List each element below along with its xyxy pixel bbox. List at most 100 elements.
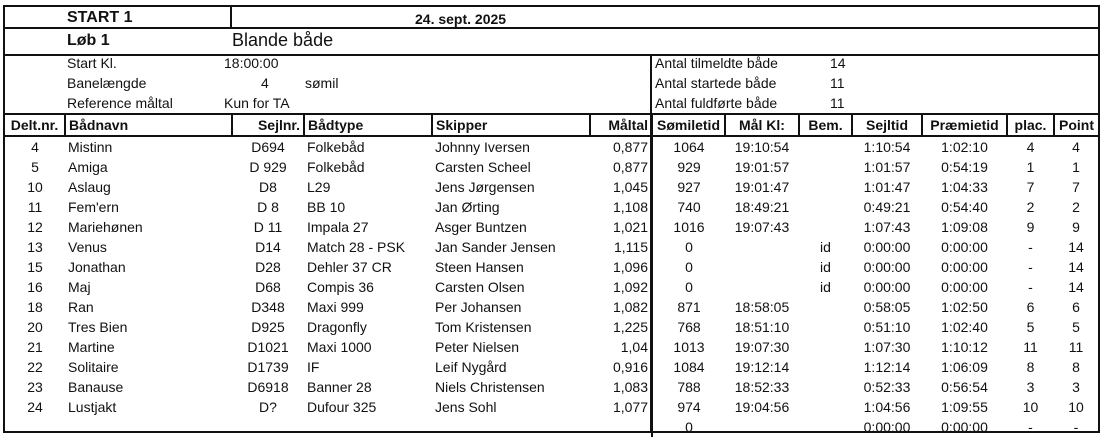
cell-skipper: Per Johansen (435, 299, 522, 315)
cell-corrected-time: 0:00:00 (941, 239, 988, 255)
cell-skipper: Tom Kristensen (435, 319, 532, 335)
cell-remark (799, 377, 852, 397)
cell-sail-no: D694 (251, 139, 285, 155)
col-mile-time: Sømiletid (651, 113, 725, 137)
cell-delt: 22 (27, 359, 43, 375)
cell-points: 1 (1072, 159, 1080, 175)
cell-points: 4 (1072, 139, 1080, 155)
cell-corrected-time: 1:04:33 (941, 179, 988, 195)
cell-boat-type: Dufour 325 (307, 399, 377, 415)
cell-delt: 21 (27, 339, 43, 355)
cell-rating: 1,083 (612, 379, 648, 395)
cell-corrected-time: 1:02:10 (941, 139, 988, 155)
cell-corrected-time: 0:00:00 (941, 279, 988, 295)
cell-sail-no: D8 (259, 179, 277, 195)
cell-sail-no: D 929 (249, 159, 287, 175)
cell-finish-time: 19:07:30 (734, 339, 790, 355)
course-length-unit: sømil (305, 75, 339, 91)
course-length-label: Banelængde (67, 75, 147, 91)
cell-boat-type: Maxi 999 (307, 299, 364, 315)
cell-points: - (1073, 419, 1079, 435)
table-row: 22 Solitaire D1739 IF Leif Nygård 0,916 1084 19… (5, 357, 1098, 377)
cell-boat-name (65, 417, 232, 437)
cell-points: 11 (1068, 339, 1084, 355)
cell-skipper: Carsten Olsen (435, 279, 525, 295)
cell-boat-type: Dragonfly (307, 319, 367, 335)
cell-sail-no: D28 (255, 259, 281, 275)
table-row: 5 Amiga D 929 Folkebåd Carsten Scheel 0,877 92… (5, 157, 1098, 177)
cell-delt: 5 (31, 159, 39, 175)
cell-mile-time: 1084 (651, 357, 725, 377)
cell-rating: 1,225 (612, 319, 648, 335)
cell-delt: 20 (27, 319, 43, 335)
cell-sail-no: D? (259, 399, 277, 415)
cell-remark: id (820, 279, 831, 295)
cell-boat-name: Aslaug (68, 179, 111, 195)
cell-delt: 18 (27, 299, 43, 315)
cell-corrected-time: 1:02:40 (941, 319, 988, 335)
cell-remark (799, 397, 852, 417)
cell-rating: 1,096 (612, 259, 648, 275)
cell-mile-time: 768 (651, 317, 725, 337)
cell-remark (799, 217, 852, 237)
col-skipper: Skipper (431, 113, 590, 137)
cell-boat-type: Folkebåd (307, 159, 365, 175)
cell-delt: 10 (27, 179, 43, 195)
cell-sail-time: 0:00:00 (863, 239, 911, 255)
cell-boat-type: L29 (307, 179, 331, 195)
table-row: 0 0:00:00 0:00:00 - - (5, 417, 1098, 437)
table-row: 13 Venus D14 Match 28 - PSK Jan Sander Jense… (5, 237, 1098, 257)
cell-place: 8 (1026, 359, 1035, 375)
divider (650, 54, 652, 431)
cell-mile-time: 0 (651, 257, 725, 277)
cell-sail-no: D6918 (247, 379, 289, 395)
cell-rating: 1,082 (612, 299, 648, 315)
cell-sail-time: 1:10:54 (863, 139, 911, 155)
cell-boat-type: Dehler 37 CR (307, 259, 392, 275)
cell-boat-type: Maxi 1000 (307, 339, 372, 355)
cell-delt: 15 (27, 259, 43, 275)
cell-boat-type: IF (307, 359, 320, 375)
cell-remark: id (820, 259, 831, 275)
cell-delt: 12 (27, 219, 43, 235)
cell-rating: 1,077 (612, 399, 648, 415)
cell-finish-time: 19:10:54 (734, 139, 790, 155)
cell-finish-time (725, 277, 799, 297)
cell-skipper: Jan Ørting (435, 199, 500, 215)
cell-mile-time: 0 (651, 417, 725, 437)
started-label: Antal startede både (655, 75, 777, 91)
cell-boat-type: BB 10 (307, 199, 346, 215)
cell-finish-time (725, 237, 799, 257)
race-name: Løb 1 (67, 32, 110, 49)
cell-sail-time: 1:01:47 (863, 179, 911, 195)
table-row: 18 Ran D348 Maxi 999 Per Johansen 1,082 871 18:… (5, 297, 1098, 317)
cell-points: 7 (1072, 179, 1080, 195)
cell-remark (799, 317, 852, 337)
col-place: plac. (1006, 113, 1054, 137)
cell-remark (799, 197, 852, 217)
cell-boat-name: Martine (68, 339, 115, 355)
cell-sail-no: D68 (255, 279, 281, 295)
cell-finish-time: 19:01:47 (734, 179, 790, 195)
cell-boat-type: Match 28 - PSK (307, 239, 406, 255)
race-class: Blande både (232, 30, 334, 50)
cell-rating: 1,021 (612, 219, 648, 235)
col-rating: Måltal (589, 113, 652, 137)
cell-skipper: Steen Hansen (435, 259, 524, 275)
cell-boat-type: Impala 27 (307, 219, 369, 235)
cell-rating: 1,092 (612, 279, 648, 295)
cell-boat-name: Solitaire (68, 359, 119, 375)
col-finish-time: Mål Kl: (724, 113, 799, 137)
cell-sail-no: D1021 (247, 339, 289, 355)
registered-label: Antal tilmeldte både (655, 55, 778, 71)
cell-place: 5 (1026, 319, 1035, 335)
table-row: 12 Mariehønen D 11 Impala 27 Asger Buntzen 1,… (5, 217, 1098, 237)
cell-finish-time: 19:12:14 (734, 359, 790, 375)
table-row: 24 Lustjakt D? Dufour 325 Jens Sohl 1,077 974 1… (5, 397, 1098, 417)
cell-finish-time: 18:51:10 (734, 319, 790, 335)
cell-delt: 23 (27, 379, 43, 395)
cell-place: - (1028, 259, 1033, 275)
cell-skipper: Jens Sohl (435, 399, 497, 415)
race-date: 24. sept. 2025 (415, 11, 507, 27)
cell-sail-time: 0:00:00 (863, 259, 911, 275)
